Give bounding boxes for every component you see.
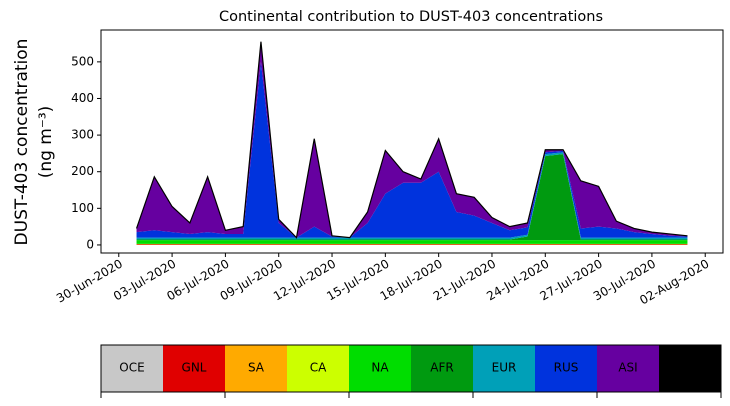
legend-label: AFR (430, 361, 453, 375)
y-axis-label: (ng m⁻³) (36, 106, 56, 179)
legend-label: NA (371, 361, 389, 375)
legend-label: GNL (182, 361, 207, 375)
y-tick-label: 0 (86, 237, 94, 251)
y-tick-label: 400 (71, 91, 94, 105)
legend-label: OCE (119, 361, 144, 375)
legend-label: SA (248, 361, 265, 375)
area (137, 240, 688, 244)
y-tick-label: 300 (71, 128, 94, 142)
chart-title: Continental contribution to DUST-403 con… (219, 9, 603, 25)
legend-label: RUS (554, 361, 579, 375)
y-tick-label: 200 (71, 164, 94, 178)
legend-label: EUR (492, 361, 517, 375)
legend-label: ASI (618, 361, 637, 375)
y-tick-label: 500 (71, 54, 94, 68)
area (137, 244, 688, 245)
y-axis-label: DUST-403 concentration (12, 39, 32, 246)
y-tick-label: 100 (71, 201, 94, 215)
legend-label: AUS (678, 361, 703, 375)
legend-label: CA (310, 361, 327, 375)
